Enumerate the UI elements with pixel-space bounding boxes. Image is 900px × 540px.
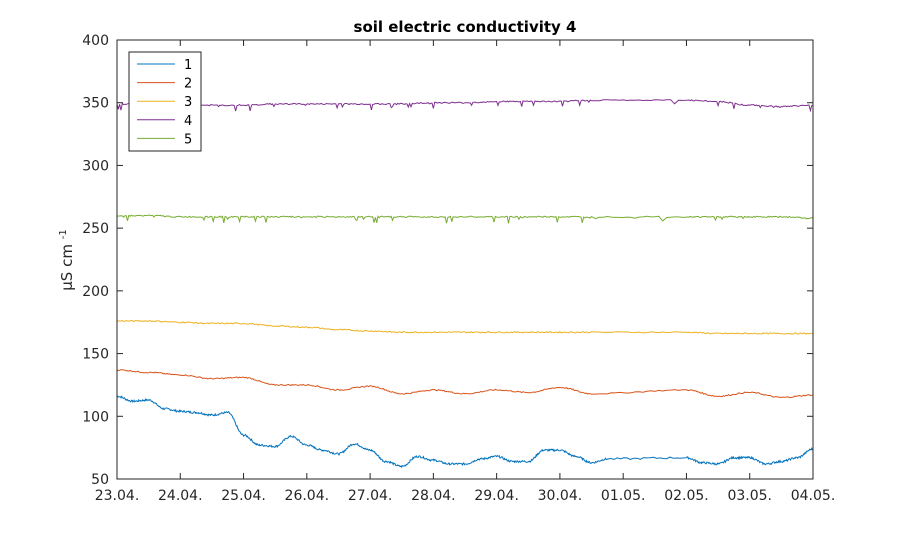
x-tick-label: 04.05. — [791, 488, 836, 504]
y-tick-label: 300 — [82, 158, 109, 174]
y-axis-label: µS cm -1 — [58, 229, 76, 290]
legend-label-2: 2 — [184, 77, 192, 92]
y-tick-label: 150 — [82, 347, 109, 363]
axes-box — [116, 39, 814, 480]
y-tick-label: 50 — [91, 472, 109, 488]
x-tick-label: 27.04. — [348, 488, 393, 504]
series-layer — [116, 99, 814, 469]
x-tick-label: 30.04. — [538, 488, 583, 504]
chart-title: soil electric conductivity 4 — [354, 18, 577, 36]
series-line-5 — [116, 214, 814, 224]
x-tick-label: 28.04. — [411, 488, 456, 504]
x-tick-label: 23.04. — [95, 488, 140, 504]
legend-label-5: 5 — [184, 132, 192, 147]
y-axis-label-main: µS cm — [58, 244, 76, 291]
y-tick-label: 250 — [82, 221, 109, 237]
legend: 1 2 3 4 5 — [128, 51, 202, 152]
series-line-4 — [116, 99, 814, 113]
y-tick-label: 400 — [82, 33, 109, 49]
x-tick-label: 24.04. — [158, 488, 203, 504]
series-line-1 — [116, 395, 814, 469]
plot-area — [117, 40, 813, 479]
legend-label-3: 3 — [184, 95, 192, 110]
x-tick-label: 03.05. — [727, 488, 772, 504]
legend-label-4: 4 — [184, 114, 192, 129]
y-axis-label-sup: -1 — [58, 229, 69, 239]
y-tick-label: 200 — [82, 284, 109, 300]
legend-label-1: 1 — [184, 58, 192, 73]
x-tick-label: 01.05. — [601, 488, 646, 504]
x-tick-label: 26.04. — [285, 488, 330, 504]
x-tick-label: 02.05. — [664, 488, 709, 504]
x-tick-label: 25.04. — [221, 488, 266, 504]
x-tick-label: 29.04. — [474, 488, 519, 504]
series-line-2 — [116, 369, 814, 399]
y-tick-label: 100 — [82, 409, 109, 425]
svg-text:µS cm -1: µS cm -1 — [58, 229, 76, 290]
y-tick-label: 350 — [82, 96, 109, 112]
axes-layer: 50 100 150 200 250 300 350 400 23.04. 24.04. 25.04… — [82, 33, 835, 504]
series-line-3 — [116, 319, 814, 335]
